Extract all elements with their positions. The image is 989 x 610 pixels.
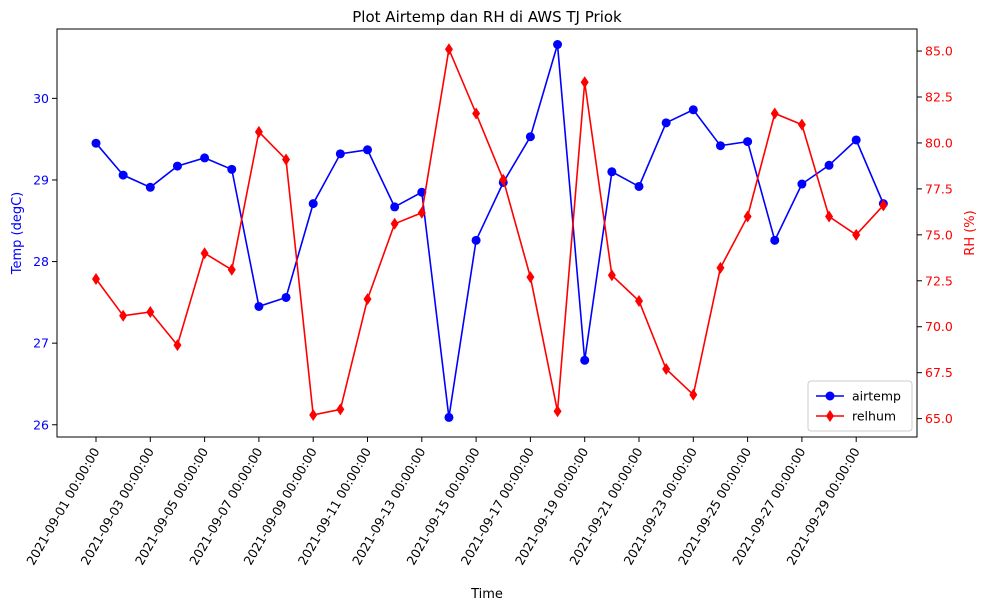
y-right-tick-label: 70.0: [925, 319, 953, 334]
y-right-tick-label: 82.5: [925, 90, 953, 105]
data-point-airtemp: [172, 161, 182, 171]
data-point-relhum: [92, 272, 100, 285]
data-point-relhum: [336, 403, 345, 416]
y-left-tick-label: 26: [33, 417, 49, 432]
y-left-tick-label: 28: [33, 254, 49, 269]
y-right-tick-label: 77.5: [925, 181, 953, 196]
data-point-relhum: [879, 199, 888, 212]
data-point-airtemp: [580, 355, 590, 365]
y-left-tick-label: 29: [33, 172, 49, 187]
chart-legend: airtemp relhum: [807, 380, 913, 432]
x-axis-label: Time: [470, 587, 503, 602]
data-point-airtemp: [444, 412, 454, 422]
data-point-airtemp: [145, 182, 155, 192]
data-point-relhum: [607, 269, 616, 282]
data-point-airtemp: [525, 132, 535, 142]
data-point-relhum: [390, 217, 399, 230]
data-point-relhum: [825, 210, 834, 223]
data-point-relhum: [227, 263, 236, 276]
legend-marker-relhum: [826, 410, 834, 422]
data-point-relhum: [444, 43, 453, 56]
plot-area: [91, 40, 888, 422]
y-right-tick-label: 80.0: [925, 135, 953, 150]
data-point-airtemp: [254, 301, 264, 311]
y-right-axis-label: RH (%): [963, 210, 978, 255]
series-line-relhum: [95, 46, 884, 416]
data-point-relhum: [797, 118, 806, 131]
chart-title: Plot Airtemp dan RH di AWS TJ Priok: [352, 8, 622, 26]
data-point-relhum: [173, 339, 182, 352]
data-point-airtemp: [227, 164, 237, 174]
data-point-airtemp: [363, 145, 372, 155]
data-point-airtemp: [797, 179, 807, 189]
data-point-relhum: [417, 206, 426, 219]
data-point-airtemp: [390, 202, 400, 212]
data-point-relhum: [200, 247, 209, 260]
data-point-airtemp: [281, 292, 291, 302]
data-point-relhum: [580, 76, 589, 89]
legend-box: [807, 380, 913, 432]
legend-label: airtemp: [852, 389, 901, 404]
data-point-relhum: [662, 363, 671, 375]
data-point-airtemp: [688, 105, 698, 115]
y-left-axis-label: Temp (degC): [10, 192, 25, 276]
data-point-relhum: [689, 388, 698, 401]
data-point-relhum: [146, 306, 155, 319]
data-point-airtemp: [634, 181, 644, 191]
data-point-relhum: [119, 309, 128, 322]
y-right-tick-label: 65.0: [925, 411, 953, 426]
data-point-airtemp: [715, 141, 725, 151]
plot-frame: [56, 28, 918, 438]
data-point-relhum: [852, 228, 861, 241]
y-right-tick-label: 75.0: [925, 227, 953, 242]
data-point-airtemp: [118, 170, 128, 180]
data-point-airtemp: [335, 149, 345, 159]
data-point-airtemp: [743, 137, 753, 147]
data-point-airtemp: [770, 235, 780, 245]
data-point-airtemp: [91, 138, 101, 148]
data-point-airtemp: [661, 118, 671, 128]
y-right-tick-label: 67.5: [925, 365, 953, 380]
data-point-relhum: [553, 405, 562, 418]
data-point-airtemp: [824, 160, 834, 170]
data-point-airtemp: [851, 135, 861, 145]
series-line-airtemp: [95, 44, 885, 418]
y-right-tick-label: 72.5: [925, 273, 953, 288]
y-right-tick-label: 85.0: [925, 44, 953, 59]
data-point-relhum: [309, 408, 318, 421]
data-point-relhum: [770, 107, 779, 120]
data-point-relhum: [743, 210, 752, 223]
data-point-airtemp: [200, 153, 210, 163]
legend-marker-airtemp: [825, 391, 835, 401]
data-point-relhum: [472, 107, 481, 120]
data-point-airtemp: [308, 199, 318, 209]
data-point-airtemp: [471, 235, 481, 245]
data-point-airtemp: [607, 167, 617, 177]
data-point-relhum: [635, 295, 643, 307]
data-point-relhum: [254, 125, 263, 138]
data-point-relhum: [526, 271, 535, 284]
y-left-tick-label: 27: [33, 336, 49, 351]
data-point-relhum: [499, 173, 508, 186]
data-point-airtemp: [553, 40, 563, 50]
data-point-relhum: [363, 293, 372, 306]
y-left-tick-label: 30: [33, 91, 49, 106]
data-point-relhum: [716, 261, 725, 274]
data-point-relhum: [282, 153, 291, 166]
legend-label: relhum: [852, 409, 896, 424]
